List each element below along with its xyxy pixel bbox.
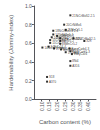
svg-text:EasyCarb4-3: EasyCarb4-3 xyxy=(71,46,90,51)
svg-text:0.30: 0.30 xyxy=(70,101,76,111)
svg-text:0.25: 0.25 xyxy=(62,101,68,111)
svg-text:20CrNiMo6: 20CrNiMo6 xyxy=(66,23,82,27)
svg-text:0.40: 0.40 xyxy=(85,101,91,111)
svg-text:8Ni4: 8Ni4 xyxy=(72,59,79,63)
svg-text:Carbon content (%): Carbon content (%) xyxy=(39,119,91,125)
svg-text:0.2: 0.2 xyxy=(25,78,32,84)
svg-text:EasyCar4: EasyCar4 xyxy=(73,52,88,56)
svg-text:14NiCr4-4 var: 14NiCr4-4 var xyxy=(44,46,63,50)
svg-text:S18: S18 xyxy=(49,75,55,79)
svg-text:20NiCrMoS2-5: 20NiCrMoS2-5 xyxy=(75,36,96,40)
svg-text:21NiCrMoS2-2.5: 21NiCrMoS2-2.5 xyxy=(72,13,95,17)
svg-text:20MnCr5-2: 20MnCr5-2 xyxy=(62,42,78,46)
svg-text:0.20: 0.20 xyxy=(54,101,60,111)
svg-text:Hardenability (Jominy-index): Hardenability (Jominy-index) xyxy=(8,15,14,91)
svg-text:0.6: 0.6 xyxy=(25,40,32,46)
svg-text:0.10: 0.10 xyxy=(39,101,45,111)
svg-text:A370: A370 xyxy=(49,80,56,84)
svg-text:MnCr5-2: MnCr5-2 xyxy=(62,39,74,43)
svg-text:0.4: 0.4 xyxy=(25,59,32,65)
svg-text:A316: A316 xyxy=(72,64,79,68)
svg-text:1.0: 1.0 xyxy=(25,3,32,9)
svg-text:0.35: 0.35 xyxy=(77,101,83,111)
svg-text:17CrNi6: 17CrNi6 xyxy=(68,50,79,54)
svg-text:25MnCr5-1: 25MnCr5-1 xyxy=(68,28,83,32)
svg-text:0.0: 0.0 xyxy=(25,96,32,102)
svg-text:32h: 32h xyxy=(86,39,91,43)
svg-text:0.15: 0.15 xyxy=(46,101,52,111)
svg-text:0.8: 0.8 xyxy=(25,22,32,28)
